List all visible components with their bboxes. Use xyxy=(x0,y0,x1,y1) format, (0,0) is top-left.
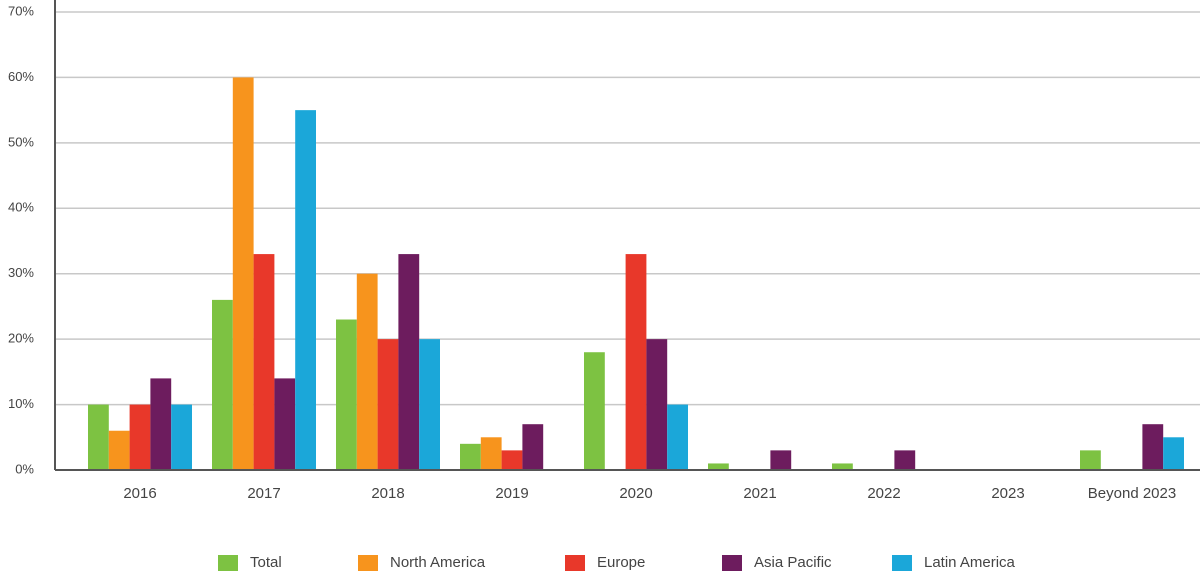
bar xyxy=(832,463,853,470)
x-tick-label: 2017 xyxy=(247,485,280,502)
bar xyxy=(336,319,357,470)
bar xyxy=(625,254,647,470)
bar xyxy=(377,339,399,470)
x-tick-label: 2016 xyxy=(123,485,156,502)
legend-swatch xyxy=(722,555,742,571)
bar xyxy=(171,404,192,470)
bar xyxy=(1142,424,1164,470)
bar xyxy=(1163,437,1184,470)
bar xyxy=(232,77,254,470)
bar xyxy=(522,424,544,470)
bar xyxy=(150,378,172,470)
bar xyxy=(894,450,916,470)
bar xyxy=(667,404,688,470)
bar xyxy=(770,450,792,470)
x-tick-label: 2018 xyxy=(371,485,404,502)
y-tick-label: 10% xyxy=(8,396,34,411)
y-tick-label: 20% xyxy=(8,331,34,346)
legend-swatch xyxy=(565,555,585,571)
bar xyxy=(460,443,481,470)
bar xyxy=(398,254,420,470)
x-tick-label: Beyond 2023 xyxy=(1088,485,1176,502)
x-tick-label: 2021 xyxy=(743,485,776,502)
bar xyxy=(584,352,605,470)
y-tick-label: 40% xyxy=(8,200,34,215)
bar xyxy=(108,430,130,470)
x-tick-label: 2019 xyxy=(495,485,528,502)
bar xyxy=(274,378,296,470)
legend-label: Asia Pacific xyxy=(754,554,832,571)
bar xyxy=(501,450,523,470)
bar xyxy=(708,463,729,470)
legend-label: Europe xyxy=(597,554,645,571)
x-tick-label: 2020 xyxy=(619,485,652,502)
bar xyxy=(253,254,275,470)
bar xyxy=(480,437,502,470)
y-tick-label: 0% xyxy=(15,461,34,476)
legend-swatch xyxy=(218,555,238,571)
legend-label: North America xyxy=(390,554,486,571)
legend-label: Total xyxy=(250,554,282,571)
y-tick-label: 70% xyxy=(8,3,34,18)
x-tick-label: 2022 xyxy=(867,485,900,502)
bar xyxy=(1080,450,1101,470)
y-tick-label: 60% xyxy=(8,69,34,84)
x-tick-label: 2023 xyxy=(991,485,1024,502)
legend-swatch xyxy=(892,555,912,571)
bar xyxy=(356,273,378,470)
bar xyxy=(88,404,109,470)
bar xyxy=(419,339,440,470)
legend-label: Latin America xyxy=(924,554,1016,571)
bar xyxy=(646,339,668,470)
legend-swatch xyxy=(358,555,378,571)
bar xyxy=(212,299,233,470)
y-tick-label: 50% xyxy=(8,134,34,149)
bar xyxy=(129,404,151,470)
y-tick-label: 30% xyxy=(8,265,34,280)
bar xyxy=(295,110,316,471)
